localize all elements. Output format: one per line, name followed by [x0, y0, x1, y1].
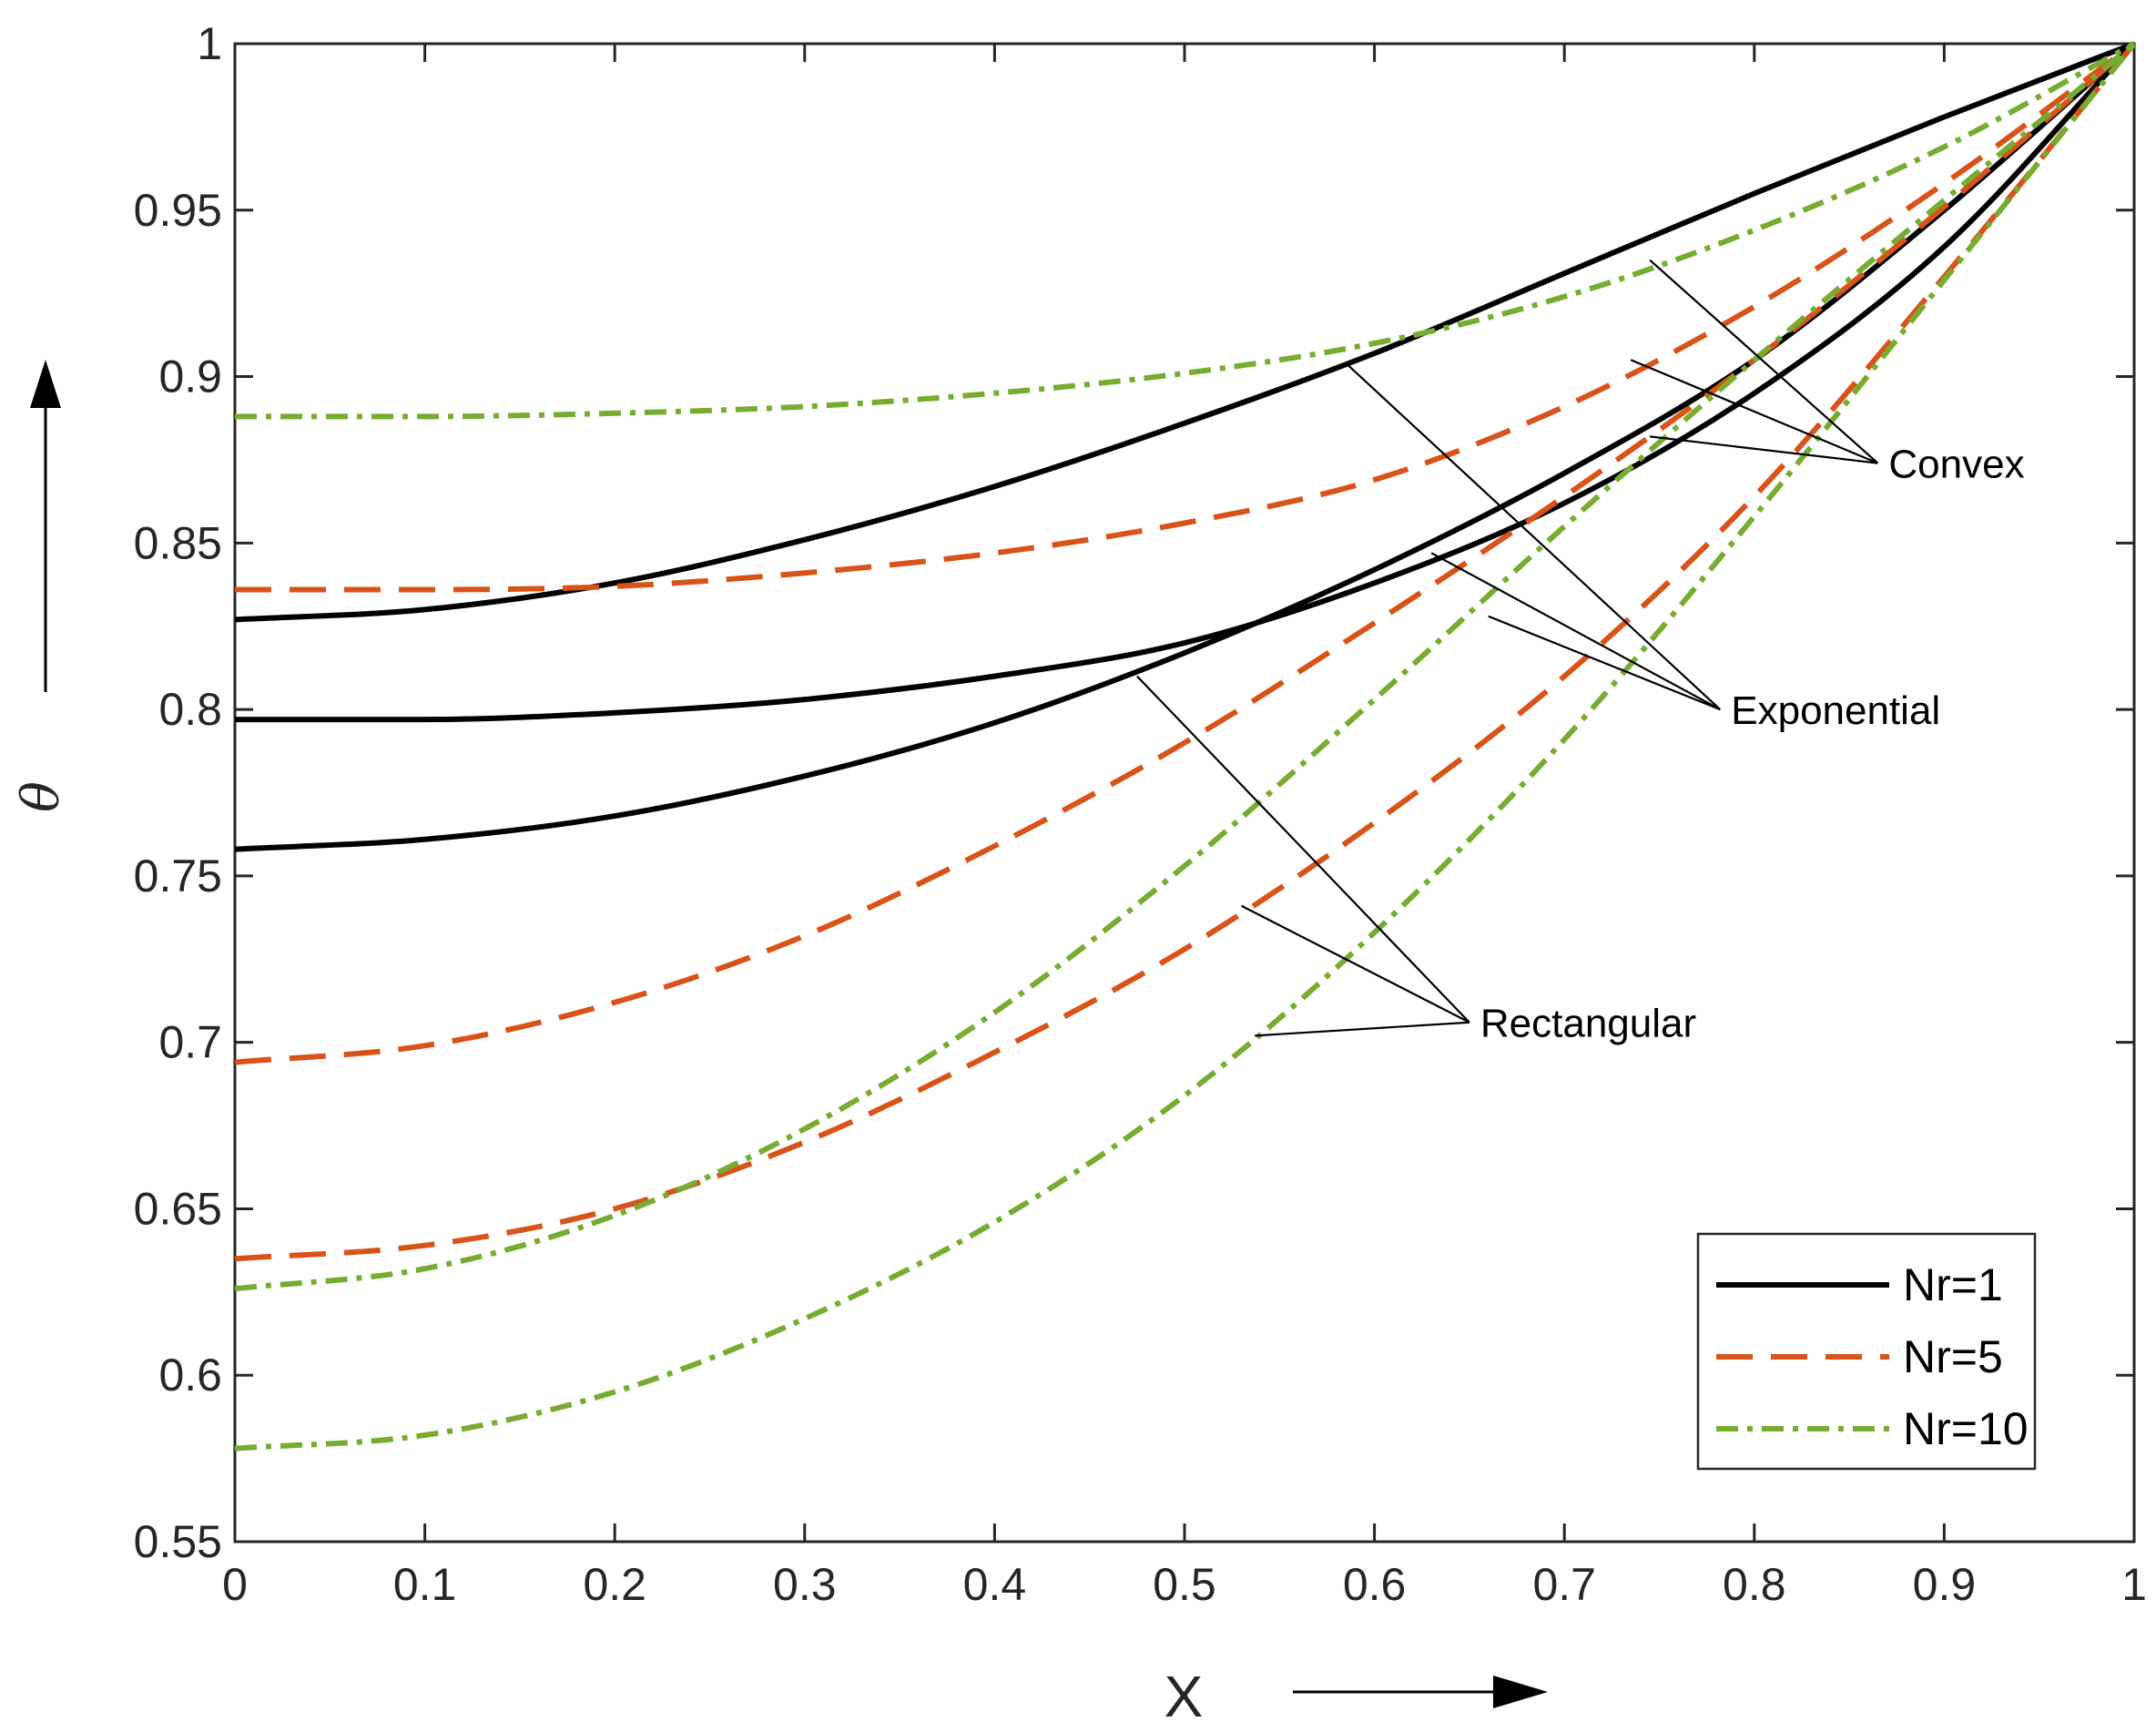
x-axis-arrow [1293, 1676, 1548, 1708]
y-tick-label: 1 [197, 18, 222, 69]
annotations-layer: Convex Exponential Rectangular [1136, 259, 2025, 1046]
annotation-leader-line [1136, 675, 1470, 1024]
annotation-leader-line [1430, 552, 1721, 711]
legend-label-nr10: Nr=10 [1903, 1403, 2029, 1454]
series-line-nr5-exponential [234, 41, 2136, 1065]
x-tick-label: 0.8 [1723, 1559, 1786, 1610]
y-axis-arrow [30, 360, 61, 692]
annotation-convex: Convex [1888, 443, 2024, 487]
x-axis-label: X [1164, 1664, 1204, 1729]
x-tick-label: 0.7 [1532, 1559, 1596, 1610]
x-tick-label: 0.9 [1913, 1559, 1977, 1610]
annotation-leader-line [1649, 259, 1879, 464]
y-tick-label: 0.85 [134, 517, 222, 568]
x-tick-label: 0.1 [393, 1559, 457, 1610]
series-line-nr5-rectangular [234, 42, 2137, 1262]
annotation-leader-line [1345, 362, 1721, 710]
series-line-nr1-exponential [235, 41, 2137, 723]
legend: Nr=1 Nr=5 Nr=10 [1696, 1232, 2037, 1471]
annotation-leader-line [1649, 435, 1878, 464]
ticks: 0 0.1 0.2 0.3 0.4 0.5 0.6 0.7 0.8 0.9 1 0.55 0.6 0.65… [134, 18, 2147, 1610]
x-tick-label: 0.2 [583, 1559, 646, 1610]
y-axis-label: θ [12, 781, 71, 812]
legend-label-nr1: Nr=1 [1903, 1259, 2003, 1310]
annotation-exponential: Exponential [1731, 688, 1940, 733]
y-tick-label: 0.9 [158, 351, 222, 402]
series-line-nr1-convex [234, 41, 2136, 623]
y-tick-label: 0.8 [158, 684, 222, 735]
x-tick-label: 0.4 [963, 1559, 1027, 1610]
y-tick-label: 0.7 [158, 1017, 222, 1068]
annotation-leader-line [1241, 904, 1470, 1024]
x-tick-label: 0.3 [773, 1559, 837, 1610]
x-tick-label: 1 [2121, 1559, 2147, 1610]
series-line-nr10-exponential [234, 41, 2136, 1292]
annotation-leader-line [1630, 359, 1878, 464]
series-line-nr10-convex [235, 41, 2136, 420]
y-tick-label: 0.65 [134, 1183, 222, 1234]
x-tick-label: 0.6 [1343, 1559, 1407, 1610]
series-layer [234, 41, 2137, 1452]
y-tick-label: 0.95 [134, 185, 222, 236]
y-tick-label: 0.75 [134, 851, 222, 902]
annotation-rectangular: Rectangular [1480, 1002, 1696, 1046]
y-tick-label: 0.55 [134, 1516, 222, 1567]
x-tick-label: 0 [222, 1559, 248, 1610]
y-tick-label: 0.6 [158, 1350, 222, 1401]
legend-label-nr5: Nr=5 [1903, 1331, 2003, 1382]
annotation-leader-line [1488, 615, 1721, 711]
x-tick-label: 0.5 [1153, 1559, 1216, 1610]
annotation-leader-line [1255, 1021, 1470, 1037]
series-line-nr5-convex [234, 41, 2136, 593]
